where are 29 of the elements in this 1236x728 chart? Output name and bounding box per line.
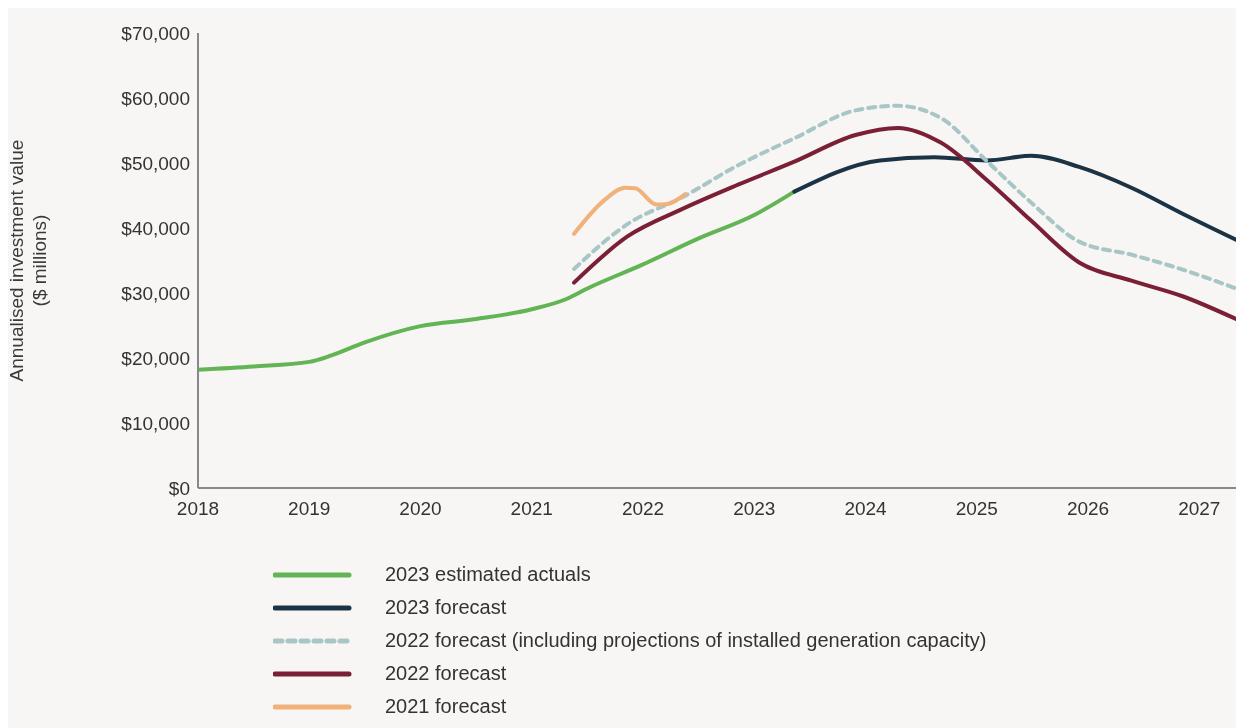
legend-label: 2023 estimated actuals [385, 563, 591, 586]
y-tick-label: $10,000 [121, 412, 190, 434]
y-tick-label: $70,000 [121, 22, 190, 44]
y-tick-label: $0 [168, 477, 190, 499]
x-tick-label: 2023 [733, 498, 776, 520]
x-tick-label: 2024 [844, 498, 888, 520]
y-tick-label: $50,000 [121, 152, 190, 174]
x-tick-label: 2020 [399, 498, 442, 520]
line-series [198, 189, 797, 372]
line-series [572, 103, 1236, 291]
x-tick-label: 2027 [1178, 498, 1221, 520]
x-tick-label: 2019 [288, 498, 331, 520]
legend-label: 2021 forecast [385, 695, 507, 718]
x-tick-label: 2022 [621, 498, 665, 520]
line-series [572, 125, 1236, 321]
x-tick-label: 2018 [176, 498, 220, 520]
y-tick-label: $30,000 [121, 282, 190, 304]
line-series [572, 185, 688, 236]
y-tick-label: $60,000 [121, 87, 190, 109]
y-tick-label: $20,000 [121, 347, 190, 369]
legend-label: 2022 forecast [385, 662, 507, 685]
legend-label: 2023 forecast [385, 596, 507, 619]
y-axis-title: Annualised investment value ($ millions) [6, 139, 50, 382]
x-tick-label: 2025 [955, 498, 998, 520]
x-tick-label: 2021 [510, 498, 553, 520]
legend-label: 2022 forecast (including projections of installed generation capacity) [385, 629, 987, 652]
x-tick-label: 2026 [1066, 498, 1110, 520]
line-series [792, 153, 1236, 242]
y-tick-label: $40,000 [121, 217, 190, 239]
